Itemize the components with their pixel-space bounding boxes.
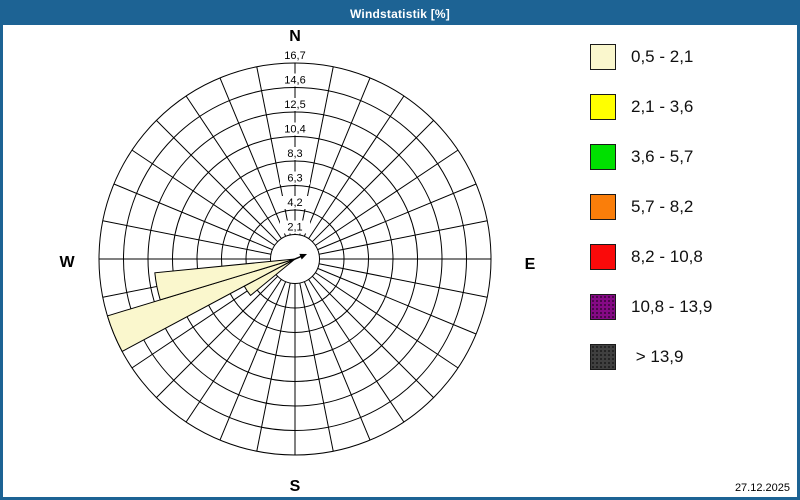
compass-label-east: E bbox=[524, 256, 536, 273]
legend-swatch bbox=[590, 94, 616, 120]
radial-tick-backing bbox=[280, 220, 310, 234]
legend-item-label: 8,2 - 10,8 bbox=[631, 247, 703, 266]
radial-tick-backing bbox=[280, 73, 310, 87]
grid-spoke bbox=[256, 282, 291, 452]
center-arrow-shaft bbox=[291, 255, 302, 261]
grid-spoke bbox=[185, 95, 282, 239]
grid-spoke bbox=[219, 77, 287, 237]
grid-spoke bbox=[315, 149, 459, 246]
wind-rose-wedge bbox=[106, 258, 296, 353]
legend-item-label: 0,5 - 2,1 bbox=[631, 47, 694, 66]
radial-tick-label: 8,3 bbox=[287, 148, 302, 160]
legend-swatch bbox=[590, 294, 616, 320]
window-titlebar: Windstatistik [%] bbox=[3, 3, 797, 25]
radial-tick-label: 4,2 bbox=[287, 197, 302, 209]
radial-tick-backing bbox=[280, 98, 310, 111]
compass-label-north: N bbox=[289, 28, 301, 45]
radial-tick-label: 16,7 bbox=[284, 50, 305, 62]
legend-item-label: > 13,9 bbox=[631, 347, 684, 366]
center-arrow-head bbox=[299, 253, 308, 260]
grid-spoke bbox=[311, 120, 434, 243]
grid-spoke bbox=[303, 77, 371, 237]
legend: 0,5 - 2,1 2,1 - 3,6 3,6 - 5,7 5,7 - 8,2 8,2 … bbox=[590, 25, 790, 385]
legend-item-label: 5,7 - 8,2 bbox=[631, 197, 694, 216]
legend-swatch bbox=[590, 44, 616, 70]
grid-spoke bbox=[219, 281, 287, 441]
date-label: 27.12.2025 bbox=[734, 482, 790, 494]
wind-rose-wedge bbox=[154, 258, 296, 301]
grid-spoke bbox=[318, 263, 488, 298]
radial-tick-backing bbox=[280, 171, 310, 185]
grid-spoke bbox=[311, 275, 434, 398]
compass-label-west: W bbox=[59, 254, 75, 271]
radial-tick-backing bbox=[280, 147, 310, 160]
grid-spoke bbox=[113, 183, 273, 251]
grid-spoke bbox=[185, 279, 282, 423]
grid-spoke bbox=[308, 279, 405, 423]
legend-swatch bbox=[590, 194, 616, 220]
legend-item: 0,5 - 2,1 bbox=[590, 44, 693, 70]
window-title: Windstatistik [%] bbox=[350, 7, 450, 21]
grid-spoke bbox=[315, 272, 459, 369]
legend-item: 2,1 - 3,6 bbox=[590, 94, 693, 120]
radial-tick-label: 10,4 bbox=[284, 124, 305, 136]
legend-item: 5,7 - 8,2 bbox=[590, 194, 693, 220]
radial-tick-label: 14,6 bbox=[284, 75, 305, 87]
grid-spoke bbox=[156, 120, 279, 243]
grid-spoke bbox=[303, 281, 371, 441]
grid-spoke bbox=[102, 220, 272, 255]
legend-swatch bbox=[590, 144, 616, 170]
legend-item: > 13,9 bbox=[590, 344, 683, 370]
grid-spoke bbox=[317, 183, 477, 251]
radial-tick-backing bbox=[280, 122, 310, 136]
legend-item-label: 3,6 - 5,7 bbox=[631, 147, 694, 166]
legend-item-label: 2,1 - 3,6 bbox=[631, 97, 694, 116]
grid-spoke bbox=[299, 282, 334, 452]
chart-area: 2,1 4,2 6,3 8,3 10,4 12,5 14,6 16,7 N E S W 0,5… bbox=[3, 25, 797, 497]
radial-tick-backing bbox=[280, 196, 310, 209]
radial-tick-label: 12,5 bbox=[284, 99, 305, 111]
compass-label-south: S bbox=[289, 478, 301, 495]
legend-item: 3,6 - 5,7 bbox=[590, 144, 693, 170]
legend-item-label: 10,8 - 13,9 bbox=[631, 297, 713, 316]
grid-spoke bbox=[131, 149, 275, 246]
radial-tick-backing bbox=[280, 49, 310, 62]
grid-spoke bbox=[318, 220, 488, 255]
wind-rose-chart: 2,1 4,2 6,3 8,3 10,4 12,5 14,6 16,7 bbox=[98, 49, 492, 456]
radial-tick-label: 2,1 bbox=[287, 222, 302, 234]
grid-spoke bbox=[156, 275, 279, 398]
legend-item: 8,2 - 10,8 bbox=[590, 244, 703, 270]
radial-tick-label: 6,3 bbox=[287, 173, 302, 185]
legend-swatch bbox=[590, 344, 616, 370]
grid-spoke bbox=[317, 267, 477, 335]
legend-swatch bbox=[590, 244, 616, 270]
legend-item: 10,8 - 13,9 bbox=[590, 294, 712, 320]
grid-spoke bbox=[308, 95, 405, 239]
